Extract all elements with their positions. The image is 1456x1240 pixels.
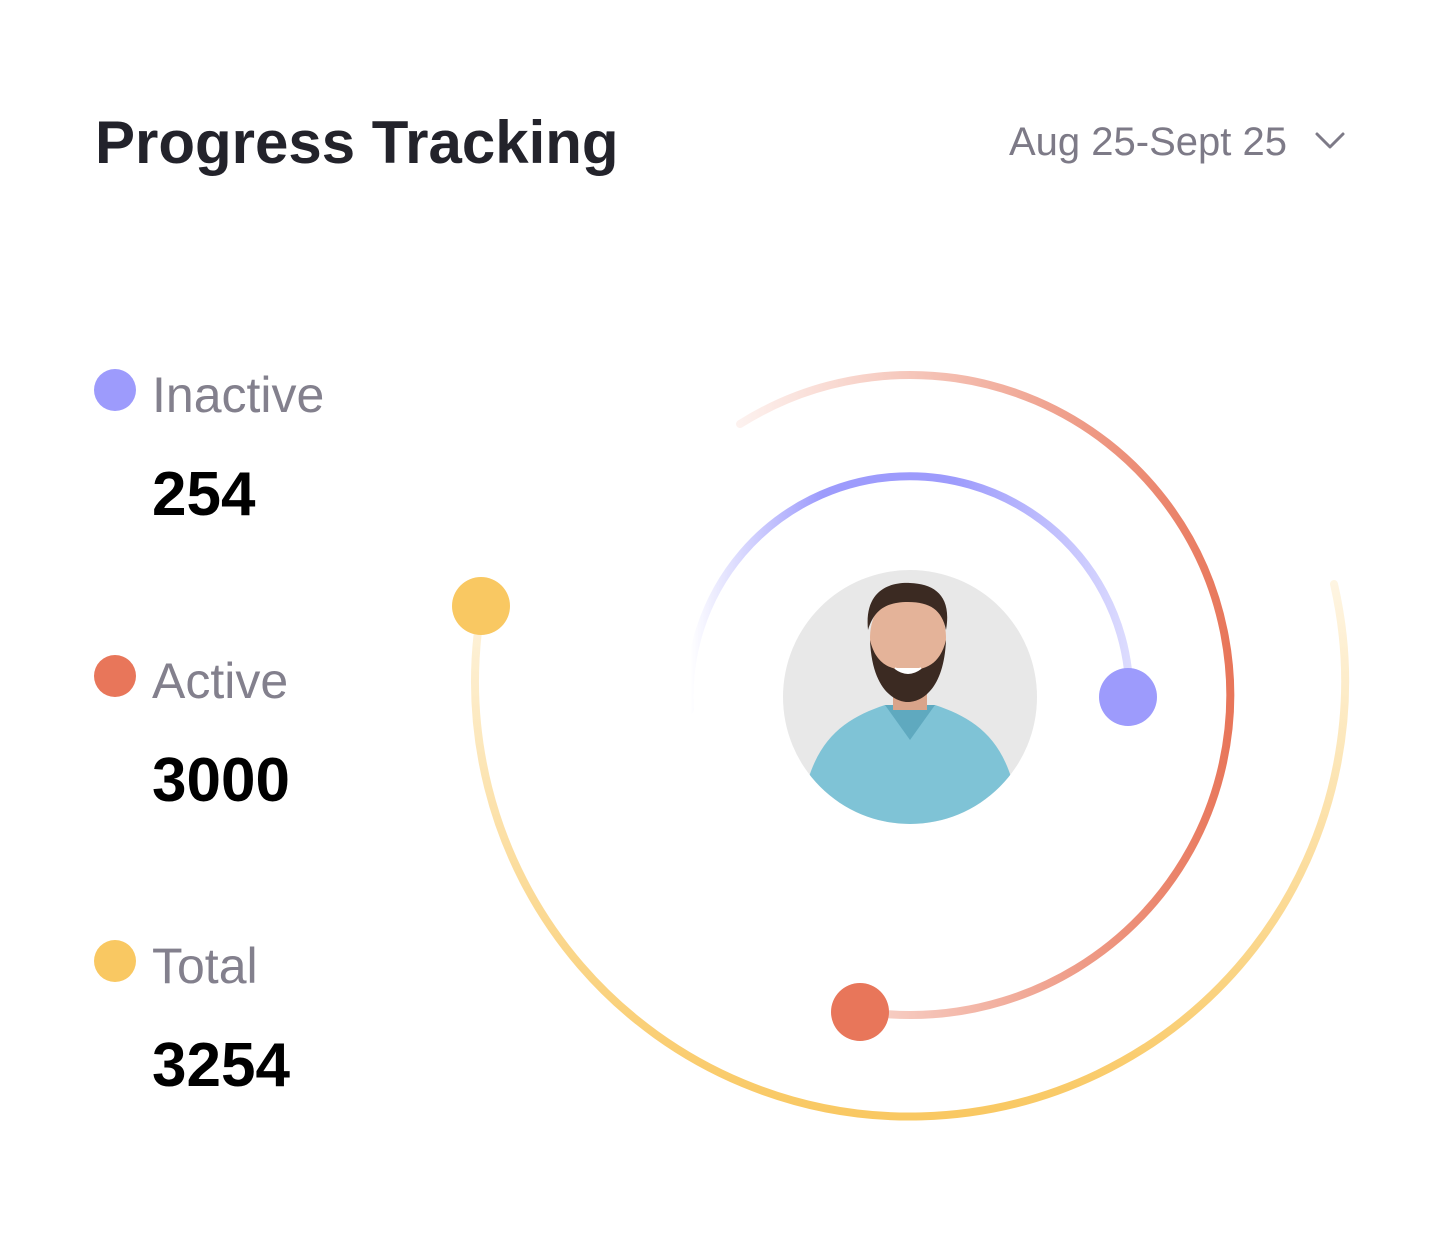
outer-arc: [471, 580, 1350, 1121]
legend-dot: [94, 655, 136, 697]
date-range[interactable]: Aug 25-Sept 25: [1009, 120, 1287, 164]
legend-label: Inactive: [152, 367, 324, 423]
legend-dot: [94, 369, 136, 411]
avatar-face: [870, 590, 946, 686]
avatar-smile: [894, 667, 922, 674]
active-dot: [831, 983, 889, 1041]
inactive-dot: [1099, 668, 1157, 726]
legend-label: Total: [152, 938, 258, 994]
legend-value: 3000: [152, 746, 290, 815]
legend-item: Inactive 254: [94, 367, 324, 529]
card-title: Progress Tracking: [95, 109, 619, 176]
total-dot: [452, 577, 510, 635]
avatar: [783, 570, 1037, 824]
middle-arc: [736, 370, 1235, 1019]
legend-item: Total 3254: [94, 938, 290, 1100]
inner-arc: [685, 472, 1132, 714]
legend-label: Active: [152, 653, 288, 709]
legend-item: Active 3000: [94, 653, 290, 815]
avatar-shirt: [800, 705, 1020, 824]
orbit-graphic: [452, 370, 1350, 1121]
chevron-icon[interactable]: [1315, 132, 1345, 149]
legend-value: 3254: [152, 1031, 290, 1100]
avatar-hair: [867, 582, 948, 630]
legend-dot: [94, 940, 136, 982]
avatar-collar: [885, 705, 935, 740]
date-range-dropdown[interactable]: Aug 25-Sept 25: [1009, 120, 1345, 164]
legend-value: 254: [152, 460, 256, 529]
